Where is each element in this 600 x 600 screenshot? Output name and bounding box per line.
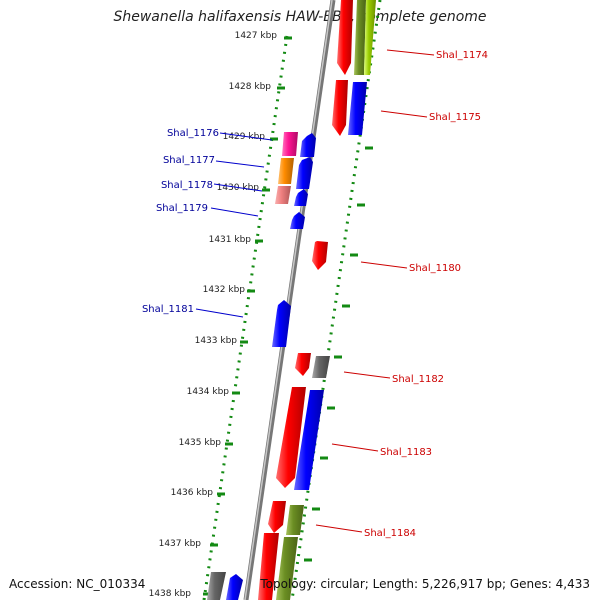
leader-shal-1175 bbox=[380, 110, 428, 118]
label-shal-1182[interactable]: Shal_1182 bbox=[392, 374, 444, 385]
gene-shal-1176-magenta[interactable] bbox=[282, 132, 298, 156]
label-shal-1181[interactable]: Shal_1181 bbox=[142, 304, 194, 315]
leader-shal-1179 bbox=[210, 207, 259, 217]
tick-label-1429: 1429 kbp bbox=[223, 132, 266, 142]
gene-shal-1183-blue[interactable] bbox=[294, 390, 324, 490]
gene-shal-1175-red[interactable] bbox=[332, 80, 348, 136]
leader-shal-1182 bbox=[343, 371, 391, 379]
leader-shal-1183 bbox=[331, 443, 379, 452]
accession-text: Accession: NC_010334 bbox=[9, 577, 146, 591]
gene-shal-1177-orange[interactable] bbox=[278, 158, 294, 184]
gene-shal-1182-gray[interactable] bbox=[312, 356, 330, 378]
gene-shal-1182-red[interactable] bbox=[295, 353, 311, 376]
label-shal-1175[interactable]: Shal_1175 bbox=[429, 112, 481, 123]
tick-label-1428: 1428 kbp bbox=[229, 82, 272, 92]
tick-label-1434: 1434 kbp bbox=[187, 387, 230, 397]
gene-shal-1183-red[interactable] bbox=[276, 387, 306, 488]
gene-blue-bottom[interactable] bbox=[226, 574, 243, 600]
label-shal-1184[interactable]: Shal_1184 bbox=[364, 528, 416, 539]
gene-red-bottom[interactable] bbox=[258, 533, 279, 600]
gene-gray-bottom[interactable] bbox=[207, 572, 226, 600]
gene-shal-1179-blue[interactable] bbox=[290, 212, 305, 229]
gene-shal-1174-lime[interactable] bbox=[364, 0, 376, 75]
tick-label-1436: 1436 kbp bbox=[171, 488, 214, 498]
gene-shal-1181-blue[interactable] bbox=[272, 300, 291, 347]
tick-label-1431: 1431 kbp bbox=[209, 235, 252, 245]
leader-shal-1178 bbox=[213, 183, 263, 192]
backbone-highlight bbox=[244, 0, 333, 600]
gene-shal-1176-blue[interactable] bbox=[300, 133, 316, 157]
tick-label-1432: 1432 kbp bbox=[203, 285, 246, 295]
gene-shal-1174-green[interactable] bbox=[354, 0, 366, 75]
label-shal-1178[interactable]: Shal_1178 bbox=[161, 180, 213, 191]
label-shal-1183[interactable]: Shal_1183 bbox=[380, 447, 432, 458]
leader-shal-1174 bbox=[386, 49, 435, 56]
tick-label-1433: 1433 kbp bbox=[195, 336, 238, 346]
tick-label-1427: 1427 kbp bbox=[235, 31, 278, 41]
gene-shal-1184-green[interactable] bbox=[286, 505, 304, 535]
label-shal-1177[interactable]: Shal_1177 bbox=[163, 155, 215, 166]
gene-shal-1175-blue[interactable] bbox=[348, 82, 367, 135]
label-shal-1179[interactable]: Shal_1179 bbox=[156, 203, 208, 214]
label-shal-1174[interactable]: Shal_1174 bbox=[436, 50, 488, 61]
outer-dotted-ring bbox=[290, 0, 382, 600]
tick-label-1435: 1435 kbp bbox=[179, 438, 222, 448]
leader-shal-1176 bbox=[219, 132, 273, 141]
gene-shal-1178-pink[interactable] bbox=[275, 186, 291, 204]
gene-shal-1184-red[interactable] bbox=[268, 501, 286, 533]
gene-green-bottom[interactable] bbox=[276, 537, 298, 600]
gene-features bbox=[207, 0, 376, 600]
gene-shal-1174-red[interactable] bbox=[337, 0, 353, 75]
gene-shal-1178-blue[interactable] bbox=[294, 189, 308, 206]
genome-backbone bbox=[243, 0, 336, 600]
label-shal-1180[interactable]: Shal_1180 bbox=[409, 263, 461, 274]
tick-label-1430: 1430 kbp bbox=[217, 183, 260, 193]
scale-tick-marks bbox=[203, 36, 292, 596]
leader-shal-1180 bbox=[360, 261, 408, 269]
gene-shal-1177-blue[interactable] bbox=[296, 157, 313, 189]
gene-shal-1180-red[interactable] bbox=[312, 241, 328, 270]
genome-title: Shewanella halifaxensis HAW-EB4, complet… bbox=[113, 9, 487, 25]
leader-shal-1184 bbox=[315, 524, 363, 533]
tick-label-1437: 1437 kbp bbox=[159, 539, 202, 549]
tick-label-1438: 1438 kbp bbox=[149, 589, 192, 599]
outer-ring-ticks bbox=[304, 146, 373, 562]
topology-text: Topology: circular; Length: 5,226,917 bp… bbox=[260, 577, 590, 591]
leader-shal-1181 bbox=[195, 308, 244, 318]
leader-shal-1177 bbox=[215, 160, 265, 168]
label-shal-1176[interactable]: Shal_1176 bbox=[167, 128, 219, 139]
